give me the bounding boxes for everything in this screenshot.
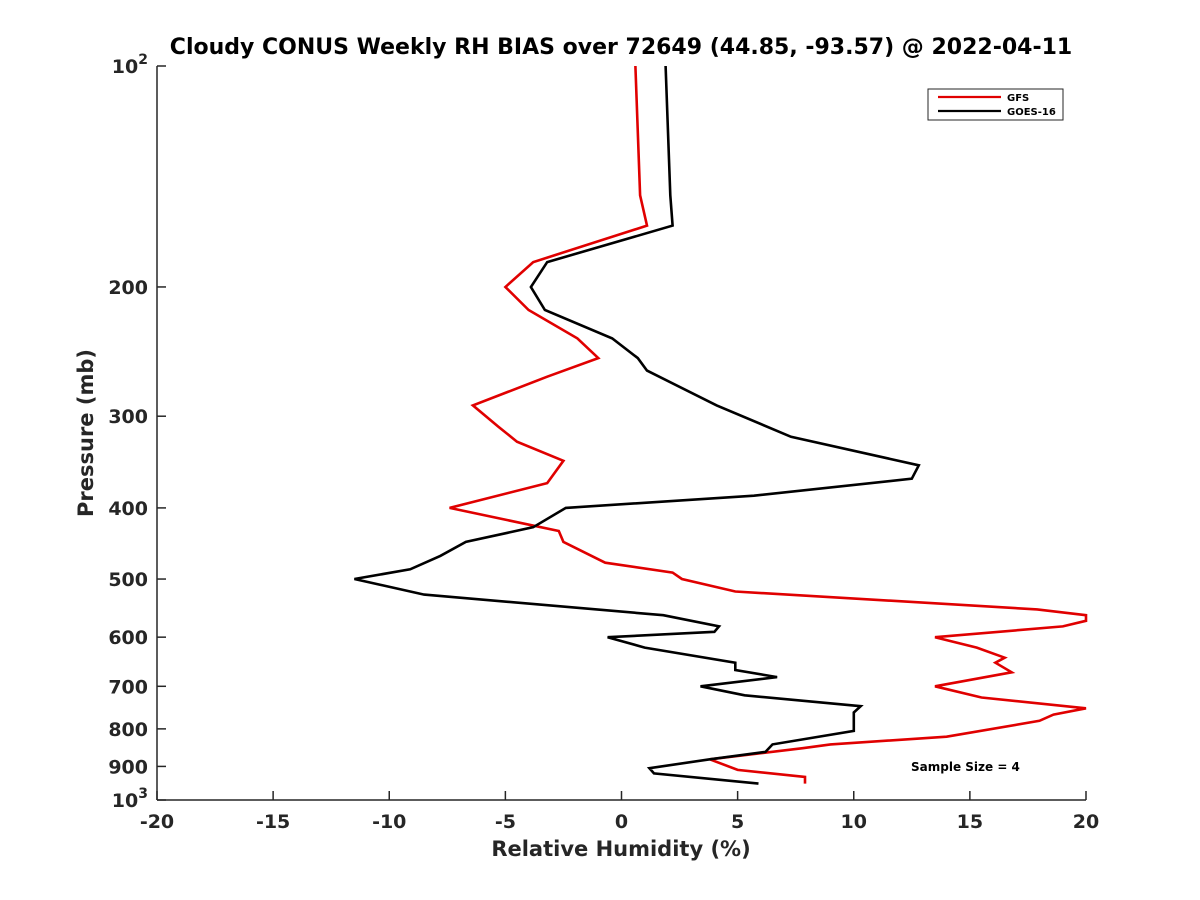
y-tick-label-base: 10 xyxy=(112,790,138,812)
series-line-goes-16 xyxy=(354,65,921,785)
y-tick-label: 102 xyxy=(112,52,148,78)
y-axis-label: Pressure (mb) xyxy=(74,349,98,517)
x-tick-label: -15 xyxy=(256,811,290,833)
y-tick-label: 103 xyxy=(112,786,148,812)
y-tick-label: 700 xyxy=(108,676,148,698)
series-lines xyxy=(354,65,1088,785)
y-tick-label: 200 xyxy=(108,277,148,299)
x-axis-label: Relative Humidity (%) xyxy=(491,837,750,861)
legend-label-goes16: GOES-16 xyxy=(1007,107,1056,118)
legend-box xyxy=(927,88,1064,121)
y-tick-label: 500 xyxy=(108,569,148,591)
y-tick-label: 600 xyxy=(108,627,148,649)
series-line-gfs xyxy=(449,65,1088,784)
y-tick-label: 800 xyxy=(108,719,148,741)
x-tick-label: 15 xyxy=(957,811,983,833)
legend-label-gfs: GFS xyxy=(1007,93,1029,104)
y-tick-label: 300 xyxy=(108,406,148,428)
plot-area: -20 -15 -10 -5 0 5 10 15 20 10220030040050060070… xyxy=(108,52,1099,833)
x-axis-ticks: -20 -15 -10 -5 0 5 10 15 20 xyxy=(140,791,1099,833)
y-tick-label-exponent: 2 xyxy=(138,52,148,68)
x-tick-label: 0 xyxy=(615,811,628,833)
x-tick-label: -20 xyxy=(140,811,174,833)
x-tick-label: 10 xyxy=(841,811,867,833)
x-tick-label: -10 xyxy=(372,811,406,833)
x-tick-label: -5 xyxy=(495,811,516,833)
y-tick-label-base: 10 xyxy=(112,56,138,78)
y-tick-label: 900 xyxy=(108,756,148,778)
legend: GFS GOES-16 xyxy=(927,88,1064,121)
chart-title: Cloudy CONUS Weekly RH BIAS over 72649 (… xyxy=(170,35,1072,60)
x-tick-label: 5 xyxy=(731,811,744,833)
sample-size-annotation: Sample Size = 4 xyxy=(911,760,1020,774)
x-tick-label: 20 xyxy=(1073,811,1099,833)
y-tick-label: 400 xyxy=(108,498,148,520)
y-tick-label-exponent: 3 xyxy=(138,786,148,802)
